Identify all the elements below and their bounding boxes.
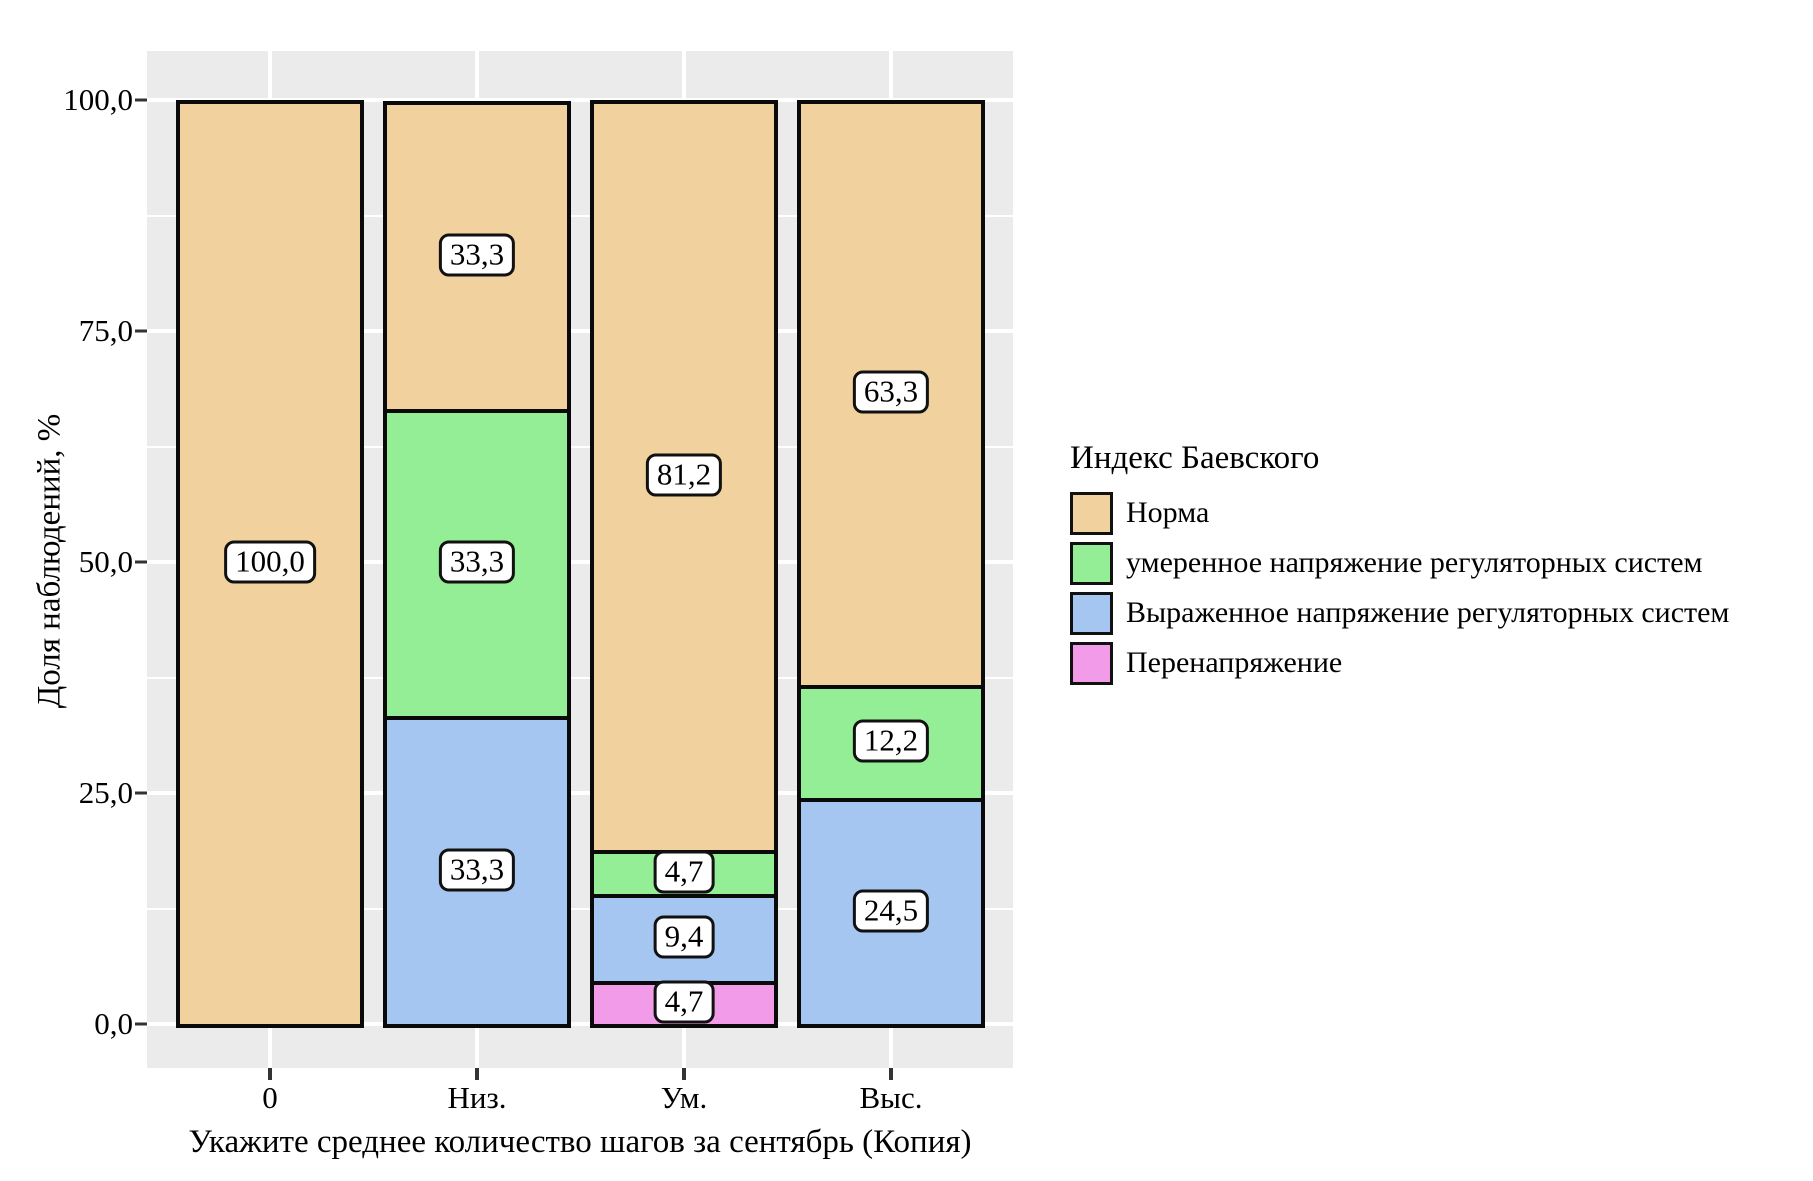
value-label: 33,3 [438, 233, 516, 277]
value-label: 33,3 [438, 540, 516, 584]
legend-swatch-pronounced-strain [1070, 591, 1113, 635]
legend-item: Норма [1070, 488, 1729, 538]
minor-gridline [147, 907, 1013, 910]
legend-swatch-overstrain [1070, 641, 1113, 685]
value-label: 12,2 [852, 719, 930, 763]
legend-item: умеренное напряжение регуляторных систем [1070, 538, 1729, 588]
x-tick-mark [475, 1068, 479, 1080]
x-tick-label: Ум. [660, 1080, 708, 1115]
value-label: 9,4 [653, 915, 715, 959]
y-tick-mark [135, 1022, 147, 1026]
value-label: 100,0 [224, 540, 316, 584]
legend-item-label: Перенапряжение [1126, 646, 1343, 679]
value-label: 4,7 [653, 850, 715, 894]
legend-item: Перенапряжение [1070, 638, 1729, 688]
legend-item-label: умеренное напряжение регуляторных систем [1126, 546, 1703, 579]
legend-item: Выраженное напряжение регуляторных систе… [1070, 588, 1729, 638]
legend-item-label: Выраженное напряжение регуляторных систе… [1126, 596, 1730, 629]
value-label: 81,2 [645, 453, 723, 497]
x-tick-mark [682, 1068, 686, 1080]
minor-gridline [147, 676, 1013, 679]
major-gridline [147, 560, 1013, 564]
x-tick-mark [889, 1068, 893, 1080]
legend: Индекс Баевского Норма умеренное напряже… [1070, 438, 1729, 688]
major-gridline [147, 791, 1013, 795]
major-gridline [147, 329, 1013, 333]
minor-gridline [147, 445, 1013, 448]
y-tick-mark [135, 560, 147, 564]
legend-swatch-norma [1070, 491, 1113, 535]
major-gridline [147, 1022, 1013, 1026]
x-axis-title: Укажите среднее количество шагов за сент… [188, 1124, 972, 1160]
x-tick-label: Низ. [447, 1080, 507, 1115]
x-tick-mark [268, 1068, 272, 1080]
y-tick-label: 0,0 [94, 1006, 133, 1041]
value-label: 4,7 [653, 980, 715, 1024]
value-label: 63,3 [852, 370, 930, 414]
x-tick-label: 0 [262, 1080, 278, 1115]
y-axis-title: Доля наблюдений, % [31, 413, 68, 709]
major-gridline [147, 98, 1013, 102]
value-label: 24,5 [852, 889, 930, 933]
y-tick-label: 50,0 [78, 544, 133, 579]
y-tick-mark [135, 98, 147, 102]
value-label: 33,3 [438, 848, 516, 892]
y-tick-label: 75,0 [78, 313, 133, 348]
y-tick-mark [135, 329, 147, 333]
legend-title: Индекс Баевского [1070, 440, 1320, 476]
legend-item-label: Норма [1126, 496, 1210, 529]
legend-swatch-moderate-strain [1070, 541, 1113, 585]
y-tick-mark [135, 791, 147, 795]
minor-gridline [147, 214, 1013, 217]
x-tick-label: Выс. [859, 1080, 923, 1115]
y-tick-label: 25,0 [78, 775, 133, 810]
y-tick-label: 100,0 [63, 82, 133, 117]
